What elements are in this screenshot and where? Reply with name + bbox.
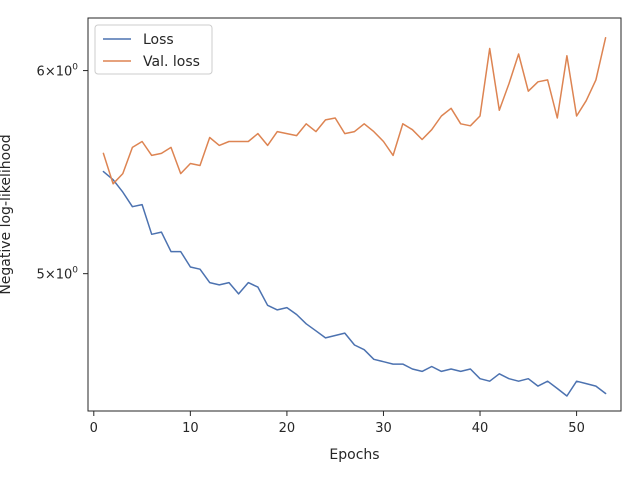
x-tick-label: 0 xyxy=(90,421,98,436)
x-axis: 0 10 20 30 40 50 xyxy=(90,411,585,436)
series-layer xyxy=(102,36,607,397)
y-tick-label: 6×100 xyxy=(37,63,79,80)
x-tick-label: 40 xyxy=(472,421,489,436)
series-line-loss xyxy=(102,170,607,397)
series-line-val-loss xyxy=(102,36,607,185)
y-axis-label: Negative log-likelihood xyxy=(0,134,14,294)
y-axis: 5×100 6×100 xyxy=(37,63,88,283)
x-tick-label: 30 xyxy=(375,421,392,436)
y-tick-label: 5×100 xyxy=(37,266,79,283)
legend-label-loss: Loss xyxy=(143,32,174,48)
x-tick-label: 10 xyxy=(182,421,199,436)
x-tick-label: 50 xyxy=(568,421,585,436)
x-axis-label: Epochs xyxy=(329,447,379,463)
plot-frame xyxy=(87,17,622,412)
x-tick-label: 20 xyxy=(279,421,296,436)
legend: Loss Val. loss xyxy=(94,24,213,75)
legend-label-val-loss: Val. loss xyxy=(143,54,200,70)
